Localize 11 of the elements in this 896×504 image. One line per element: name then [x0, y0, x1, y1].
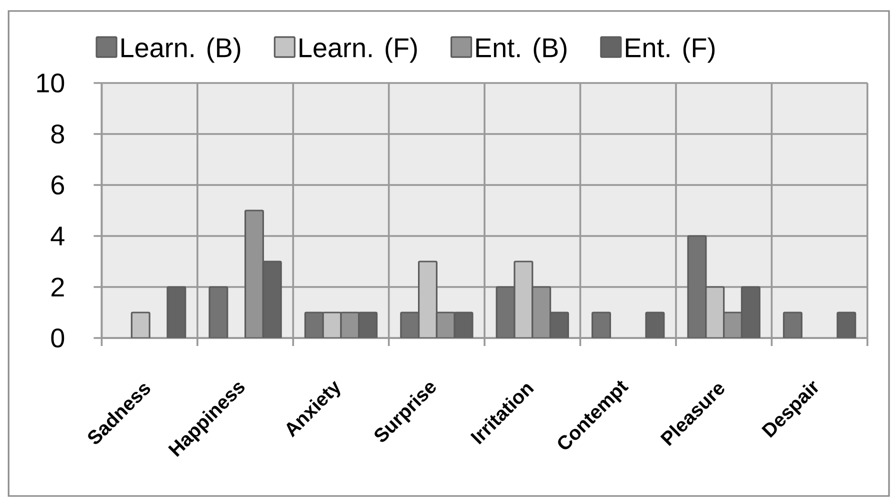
bar — [418, 260, 438, 338]
legend-label: Learn. (F) — [300, 38, 417, 63]
y-tick-label: 6 — [52, 175, 64, 195]
y-tick-label: 4 — [50, 226, 64, 246]
y-tick-label: 0 — [51, 328, 64, 348]
y-tick-label: 2 — [52, 278, 64, 296]
legend-label: Ent. (F) — [626, 38, 715, 63]
y-tick-label: 8 — [51, 124, 64, 144]
legend-label: Learn. (B) — [122, 38, 240, 63]
legend-label: Ent. (B) — [476, 38, 566, 63]
y-tick-label: 10 — [37, 73, 64, 93]
